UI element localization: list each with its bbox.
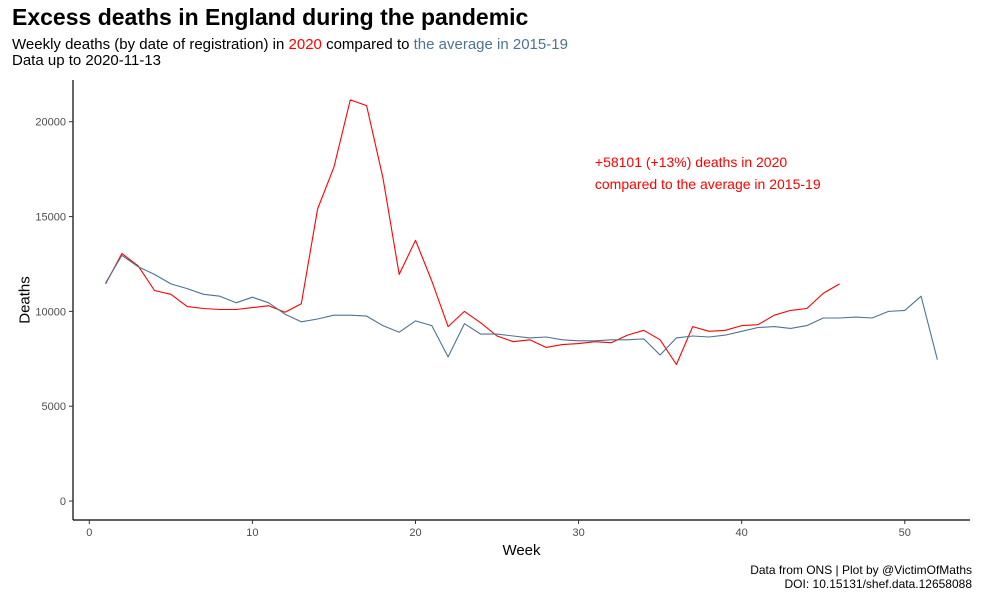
caption-doi: DOI: 10.15131/shef.data.12658088 <box>784 577 972 591</box>
subtitle-text-middle: compared to <box>321 36 414 53</box>
y-tick-label: 20000 <box>35 117 66 129</box>
x-tick-label: 10 <box>246 527 258 539</box>
x-tick-label: 40 <box>736 527 748 539</box>
x-axis-title: Week <box>502 542 541 559</box>
x-tick-label: 20 <box>409 527 421 539</box>
series-line-average <box>105 254 938 360</box>
chart-axes <box>72 80 970 521</box>
x-tick-label: 50 <box>899 527 911 539</box>
annotation-line-2: compared to the average in 2015-19 <box>595 176 821 192</box>
y-tick-label: 5000 <box>42 401 66 413</box>
subtitle-average-label: the average in 2015-19 <box>413 36 568 53</box>
subtitle-text-start: Weekly deaths (by date of registration) … <box>12 36 289 53</box>
annotation-line-1: +58101 (+13%) deaths in 2020 <box>595 154 787 170</box>
series-line-y2020 <box>105 99 840 366</box>
subtitle-year-2020: 2020 <box>288 36 322 53</box>
y-tick-label: 15000 <box>35 212 66 224</box>
subtitle-line-2: Data up to 2020-11-13 <box>12 52 161 69</box>
chart-caption: Data from ONS | Plot by @VictimOfMaths D… <box>750 563 972 591</box>
chart-subtitle: Weekly deaths (by date of registration) … <box>12 37 568 69</box>
y-tick-label: 0 <box>60 496 66 508</box>
subtitle-line-1: Weekly deaths (by date of registration) … <box>12 37 568 53</box>
caption-source: Data from ONS | Plot by @VictimOfMaths <box>750 563 972 577</box>
chart-title: Excess deaths in England during the pand… <box>12 4 529 30</box>
y-axis-title: Deaths <box>16 276 33 324</box>
x-tick-label: 0 <box>86 527 92 539</box>
chart-series <box>105 99 938 366</box>
x-tick-label: 30 <box>572 527 584 539</box>
y-tick-label: 10000 <box>35 306 66 318</box>
chart-ticks: 0 10 20 30 40 50 0 5000 10000 15000 20000 <box>35 117 910 539</box>
